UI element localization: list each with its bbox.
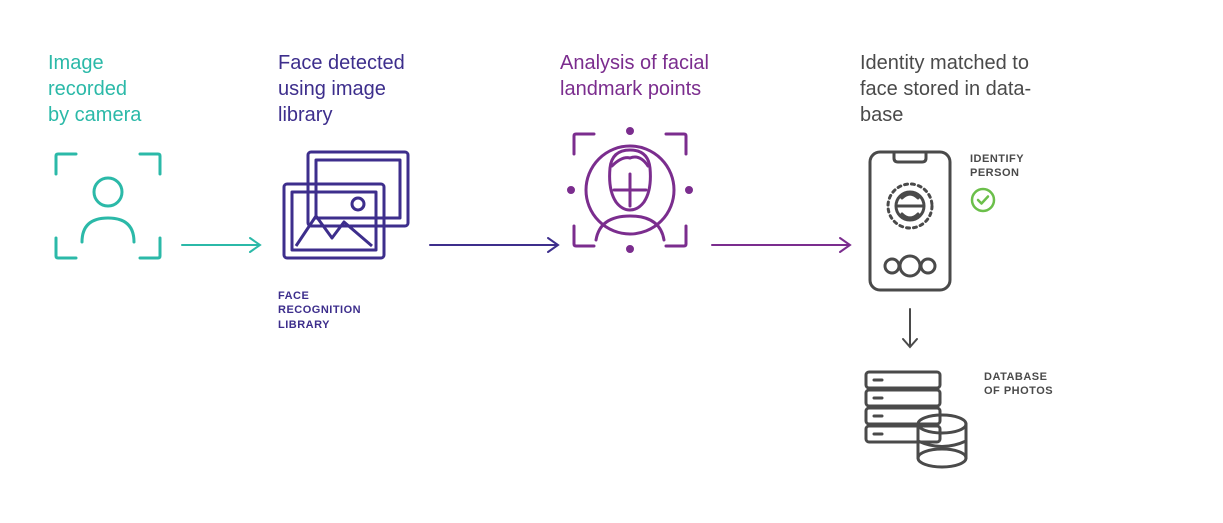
step-3-analysis: Analysis of faciallandmark points (560, 50, 790, 265)
arrow-2 (428, 235, 568, 260)
arrow-3 (710, 235, 860, 260)
step-2-sublabel: FACERECOGNITIONLIBRARY (278, 289, 488, 332)
arrow-down (900, 307, 1160, 360)
step-4-title: Identity matched toface stored in data-b… (860, 50, 1160, 128)
step-3-title: Analysis of faciallandmark points (560, 50, 790, 102)
identify-person-block: IDENTIFYPERSON (970, 152, 1024, 218)
database-label: DATABASEOF PHOTOS (984, 370, 1053, 399)
step-1-title: Imagerecordedby camera (48, 50, 218, 128)
phone-scan-icon (860, 146, 960, 301)
server-database-icon (860, 364, 980, 479)
check-icon (970, 187, 1024, 218)
identify-person-label: IDENTIFYPERSON (970, 152, 1024, 181)
arrow-1 (180, 235, 270, 260)
step-2-detection: Face detectedusing imagelibrary FACERECO… (278, 50, 488, 332)
step-4-identity: Identity matched toface stored in data-b… (860, 50, 1160, 479)
step-2-title: Face detectedusing imagelibrary (278, 50, 488, 128)
